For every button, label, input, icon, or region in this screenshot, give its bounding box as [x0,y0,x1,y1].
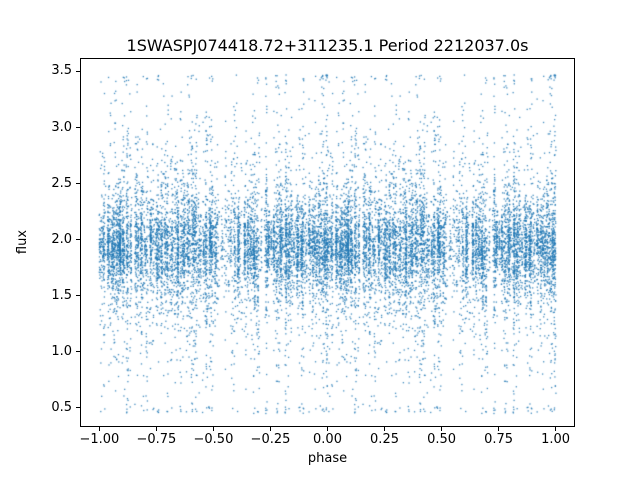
plot-area-border [80,58,575,427]
x-tick-mark [555,427,557,431]
x-tick-mark [327,427,328,431]
x-tick-label: 0.50 [427,432,457,447]
y-tick-mark [76,70,80,72]
x-tick-mark [269,427,271,431]
x-tick-label: −0.50 [193,432,234,447]
chart-title: 1SWASPJ074418.72+311235.1 Period 2212037… [126,36,529,55]
x-tick-label: 0.25 [370,432,399,447]
y-tick-mark [76,407,80,409]
y-tick-label: 2.5 [51,175,72,191]
x-tick-label: −1.00 [79,432,120,447]
y-tick-label: 3.0 [51,119,72,135]
y-tick-mark [76,127,80,129]
y-tick-mark [76,183,80,185]
y-tick-label: 1.5 [51,287,72,303]
y-tick-label: 3.5 [51,63,72,79]
x-tick-mark [98,427,100,431]
y-tick-label: 2.0 [51,231,72,247]
y-tick-label: 0.5 [51,399,72,415]
y-tick-mark [76,295,80,297]
y-tick-label: 1.0 [51,343,72,359]
x-tick-label: −0.25 [250,432,291,447]
x-tick-mark [155,427,157,431]
x-tick-mark [212,427,214,431]
x-tick-mark [498,427,500,431]
x-tick-label: −0.75 [136,432,177,447]
x-axis-label: phase [307,451,348,466]
x-tick-label: 1.00 [541,432,571,447]
x-tick-label: 0.00 [313,432,342,447]
y-tick-mark [76,239,80,241]
y-tick-mark [76,351,80,353]
x-tick-mark [441,427,443,431]
x-tick-label: 0.75 [484,432,514,447]
x-tick-mark [384,427,386,431]
